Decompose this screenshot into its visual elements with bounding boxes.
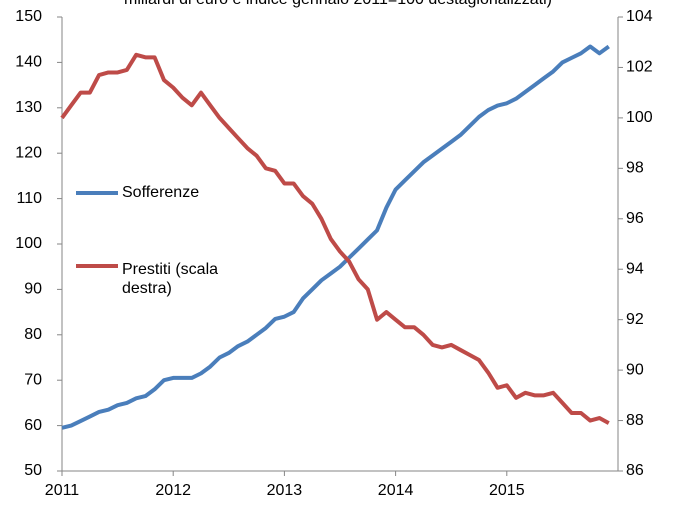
y-tick-label: 60 (24, 417, 42, 434)
x-tick-label: 2015 (489, 482, 525, 499)
y-tick-label: 130 (15, 99, 42, 116)
y-tick-label: 110 (16, 190, 42, 207)
y2-tick-label: 104 (626, 8, 653, 25)
y-tick-label: 50 (24, 462, 42, 479)
y-tick-label: 70 (24, 371, 42, 388)
x-tick-label: 2012 (155, 482, 191, 499)
chart-subtitle: miliardi di euro e indice gennaio 2011=1… (124, 0, 552, 8)
x-tick-label: 2014 (378, 482, 414, 499)
y2-tick-label: 90 (626, 361, 644, 378)
y-tick-label: 90 (24, 281, 42, 298)
y2-tick-label: 92 (626, 311, 644, 328)
y-tick-label: 150 (15, 8, 42, 25)
x-tick-label: 2011 (45, 482, 80, 499)
y-tick-label: 80 (24, 326, 42, 343)
series-line (61, 44, 610, 430)
y2-tick-label: 96 (626, 210, 644, 227)
x-tick-label: 2013 (267, 482, 303, 499)
series-line (60, 52, 610, 425)
y2-tick-label: 94 (626, 260, 644, 277)
y2-tick-label: 86 (626, 462, 644, 479)
y2-tick-label: 98 (626, 160, 644, 177)
legend-label: Sofferenze (122, 184, 200, 201)
y2-tick-label: 100 (626, 109, 653, 126)
y-tick-label: 140 (15, 54, 42, 71)
legend-label: Prestiti (scala destra) (122, 261, 219, 297)
y2-tick-label: 88 (626, 412, 644, 429)
y-tick-label: 100 (15, 235, 42, 252)
y-tick-label: 120 (15, 144, 42, 161)
y2-tick-label: 102 (626, 59, 653, 76)
